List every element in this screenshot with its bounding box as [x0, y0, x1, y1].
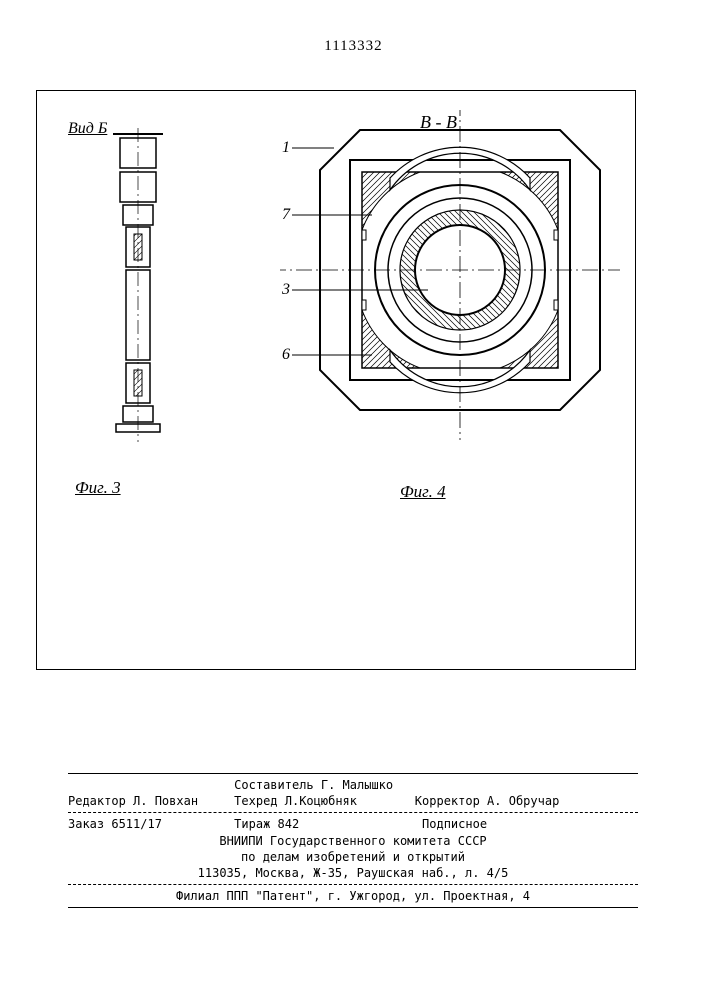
fig3-label: Фиг. 3	[75, 478, 121, 498]
corrector: Корректор А. Обручар	[415, 794, 560, 808]
callout-3: 3	[281, 281, 290, 298]
imprint-branch: Филиал ППП "Патент", г. Ужгород, ул. Про…	[68, 888, 638, 904]
callout-6: 6	[282, 346, 290, 363]
editor: Редактор Л. Повхан	[68, 794, 198, 808]
figure-3	[68, 110, 188, 480]
figure-4: 1 7 3 6	[280, 110, 600, 470]
print-run: Тираж 842	[234, 817, 299, 831]
callout-7: 7	[282, 206, 291, 223]
fig4-label: Фиг. 4	[400, 482, 446, 502]
document-number: 1113332	[0, 38, 707, 55]
imprint-org: ВНИИПИ Государственного комитета СССР	[68, 833, 638, 849]
subscription: Подписное	[422, 817, 487, 831]
imprint-block: Составитель Г. Малышко Редактор Л. Повха…	[68, 770, 638, 911]
compiler: Составитель Г. Малышко	[234, 778, 393, 792]
order-no: Заказ 6511/17	[68, 817, 162, 831]
imprint-row: Редактор Л. Повхан Техред Л.Коцюбняк Кор…	[68, 793, 638, 809]
callout-1: 1	[282, 139, 290, 156]
imprint-row: Заказ 6511/17 Тираж 842 Подписное	[68, 816, 638, 832]
imprint-row: Составитель Г. Малышко	[68, 777, 638, 793]
imprint-address: 113035, Москва, Ж-35, Раушская наб., л. …	[68, 865, 638, 881]
imprint-org2: по делам изобретений и открытий	[68, 849, 638, 865]
tech-editor: Техред Л.Коцюбняк	[234, 794, 357, 808]
